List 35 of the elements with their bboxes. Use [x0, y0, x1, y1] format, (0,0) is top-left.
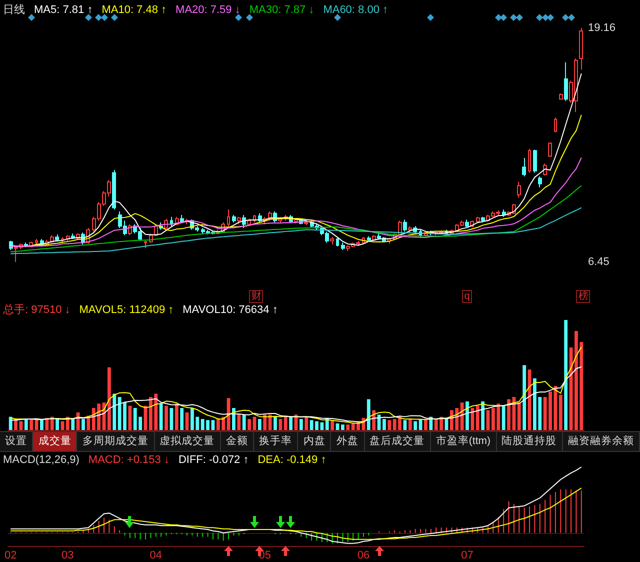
text: 多周期成交量 [77, 432, 155, 451]
text: 外盘 [331, 432, 365, 451]
y-tick-label: 19.16 [588, 22, 616, 34]
text: 成交量 [33, 432, 78, 451]
x-tick-label: 04 [150, 550, 162, 562]
text: 总手: 97510 ↓ [3, 303, 70, 317]
text: 虚拟成交量 [154, 432, 221, 451]
text: MAVOL10: 76634 ↑ [182, 303, 278, 317]
text: 融资融券余额 [562, 432, 640, 451]
x-tick-label: 07 [461, 550, 474, 562]
text: MA30: 7.87 ↓ [249, 3, 314, 17]
text: MA10: 7.48 ↑ [102, 3, 167, 17]
chart-title: 日线 [3, 3, 25, 17]
x-tick-label: 06 [357, 550, 370, 562]
text: 换手率 [254, 432, 298, 451]
text: MAVOL5: 112409 ↑ [79, 303, 174, 317]
text: 内盘 [298, 432, 332, 451]
text: DEA: -0.149 ↑ [258, 453, 326, 467]
text: MACD(12,26,9) [3, 453, 80, 467]
text: 盘后成交量 [364, 432, 431, 451]
text: MACD: +0.153 ↓ [88, 453, 170, 467]
text: DIFF: -0.072 ↑ [178, 453, 249, 467]
text: 榜 [576, 290, 590, 303]
text: 市盈率(ttm) [430, 432, 497, 451]
text: MA5: 7.81 ↑ [34, 3, 93, 17]
text: MA60: 8.00 ↑ [323, 3, 388, 17]
x-tick-label: 03 [62, 550, 74, 562]
text: 金额 [220, 432, 254, 451]
text: q [462, 290, 472, 303]
text: 设置 [0, 432, 34, 451]
text: MA20: 7.59 ↓ [176, 3, 240, 17]
text: 陆股通持股 [496, 432, 563, 451]
y-tick-label: 6.45 [588, 256, 610, 268]
x-tick-label: 02 [4, 550, 17, 562]
text: 财 [249, 290, 264, 303]
